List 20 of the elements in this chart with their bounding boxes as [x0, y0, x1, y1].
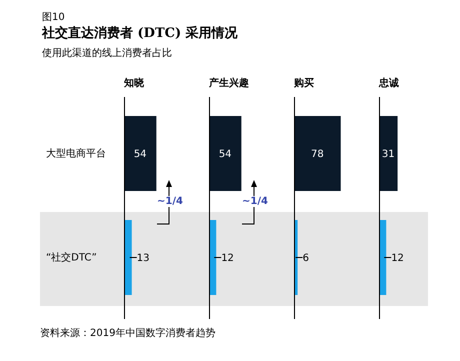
data-label: 12: [391, 253, 404, 264]
text: ~1/4: [240, 196, 270, 207]
data-label: 13: [136, 253, 150, 264]
x-axis-title: 知晓: [124, 76, 144, 90]
y-tick-label: “社交DTC”: [46, 252, 97, 264]
caption: 图10: [42, 11, 65, 24]
y-tick-label: 大型电商平台: [46, 148, 106, 160]
x-axis-title: 购买: [294, 76, 314, 90]
text: 资料来源：2019年中国数字消费者趋势: [40, 326, 216, 340]
data-label: 54: [134, 149, 147, 160]
data-label: 12: [221, 253, 234, 264]
text: ~1/4: [155, 196, 185, 207]
data-label: 31: [382, 149, 395, 160]
data-label: 6: [302, 253, 309, 264]
data-label: 54: [218, 149, 232, 160]
x-axis-title: 产生兴趣: [209, 76, 249, 90]
chart-title: 社交直达消费者 (DTC) 采用情况: [42, 24, 238, 42]
chart-subtitle: 使用此渠道的线上消费者占比: [42, 46, 172, 60]
data-label: 78: [311, 149, 324, 160]
x-axis-title: 忠诚: [379, 76, 399, 90]
